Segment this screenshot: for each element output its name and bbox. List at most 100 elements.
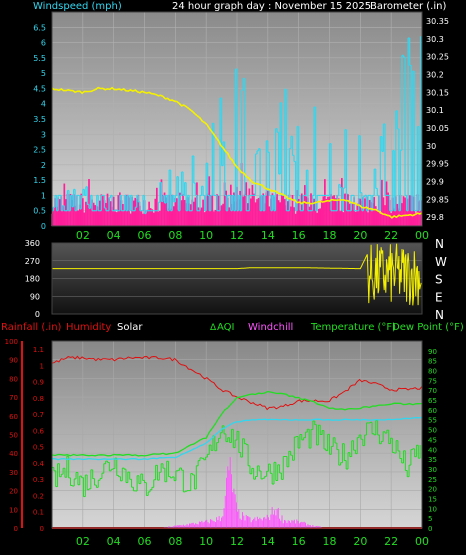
legend-rainfall: Rainfall (.in) — [1, 322, 62, 333]
direction-tick-label: 0 — [35, 310, 40, 319]
temperature-line — [51, 390, 423, 457]
temperature-tick-label: 25 — [428, 476, 437, 484]
windspeed-tick-label: 1.5 — [33, 176, 46, 185]
temperature-tick-label: 65 — [428, 397, 437, 405]
legend-windchill: Windchill — [248, 322, 293, 333]
temperature-tick-label: 80 — [428, 368, 437, 376]
rainfall-tick-label: 0.9 — [33, 379, 44, 387]
windspeed-tick-label: 2 — [41, 161, 46, 170]
rainfall-tick-label: 0.2 — [33, 492, 44, 500]
legend-aqi-icon: Δ — [210, 323, 217, 333]
windspeed-axis-title: Windspeed (mph) — [33, 1, 122, 12]
time-tick-label: 00 — [415, 535, 429, 548]
time-tick-label: 04 — [107, 229, 121, 242]
time-tick-label: 18 — [323, 535, 337, 548]
temperature-tick-label: 45 — [428, 436, 437, 444]
humidity-tick-label: 70 — [9, 394, 18, 402]
compass-label: N — [435, 308, 444, 322]
plot-border — [51, 11, 423, 227]
time-tick-label: 16 — [292, 229, 306, 242]
rainfall-tick-label: 0.6 — [33, 427, 45, 435]
barometer-line — [51, 86, 423, 219]
time-tick-label: 14 — [261, 535, 275, 548]
time-tick-label: 22 — [384, 535, 398, 548]
legend-aqi: AQI — [217, 322, 235, 333]
temperature-tick-label: 90 — [428, 348, 437, 356]
legend-solar: Solar — [117, 322, 143, 333]
windspeed-tick-label: 6 — [41, 39, 46, 48]
time-tick-label: 20 — [353, 229, 367, 242]
plot-border — [51, 242, 423, 315]
barometer-tick-label: 29.8 — [426, 213, 444, 222]
barometer-tick-label: 30.1 — [426, 106, 444, 115]
barometer-tick-label: 29.95 — [426, 160, 449, 169]
temperature-tick-label: 50 — [428, 427, 437, 435]
humidity-tick-label: 80 — [9, 375, 18, 383]
rainfall-tick-label: 0.5 — [33, 444, 44, 452]
temperature-tick-label: 55 — [428, 417, 437, 425]
windspeed-tick-label: 0.5 — [33, 207, 46, 216]
barometer-tick-label: 30.35 — [426, 17, 449, 26]
direction-tick-label: 270 — [25, 257, 40, 266]
temperature-tick-label: 15 — [428, 495, 437, 503]
windspeed-tick-label: 4.5 — [33, 84, 46, 93]
time-tick-label: 20 — [353, 535, 367, 548]
windspeed-tick-label: 5.5 — [33, 54, 46, 63]
barometer-tick-label: 30.25 — [426, 53, 449, 62]
humidity-tick-label: 60 — [9, 413, 18, 421]
humidity-tick-label: 40 — [9, 450, 18, 458]
time-tick-label: 10 — [199, 229, 213, 242]
time-tick-label: 14 — [261, 229, 275, 242]
rainfall-tick-label: 0.1 — [33, 509, 44, 517]
barometer-tick-label: 30 — [426, 142, 436, 151]
barometer-tick-label: 29.85 — [426, 195, 449, 204]
humidity-tick-label: 100 — [5, 338, 18, 346]
windspeed-tick-label: 0 — [41, 222, 46, 231]
plot-border — [51, 340, 423, 529]
legend-temperature: Temperature (°F) — [310, 322, 396, 333]
time-tick-label: 02 — [76, 535, 90, 548]
windspeed-tick-label: 1 — [41, 191, 46, 200]
rainfall-tick-label: 0.7 — [33, 411, 44, 419]
humidity-tick-label: 20 — [9, 488, 18, 496]
time-tick-label: 00 — [415, 229, 429, 242]
direction-tick-label: 90 — [30, 292, 40, 301]
humidity-tick-label: 90 — [9, 357, 18, 365]
humidity-tick-label: 0 — [14, 525, 18, 533]
time-tick-label: 12 — [230, 535, 244, 548]
windspeed-tick-label: 4 — [41, 100, 46, 109]
compass-label: N — [435, 237, 444, 251]
legend-humidity: Humidity — [66, 322, 111, 333]
temperature-tick-label: 60 — [428, 407, 437, 415]
temperature-tick-label: 75 — [428, 377, 437, 385]
rainfall-tick-label: 0.8 — [33, 395, 44, 403]
dewpoint-line — [52, 416, 423, 461]
legend-dewpoint: Dew Point (°F) — [392, 322, 464, 333]
humidity-tick-label: 10 — [9, 506, 18, 514]
rainfall-tick-label: 0.3 — [33, 476, 44, 484]
rainfall-tick-label: 0 — [40, 525, 44, 533]
barometer-tick-label: 29.9 — [426, 177, 444, 186]
compass-label: W — [435, 255, 447, 269]
temperature-tick-label: 20 — [428, 486, 437, 494]
time-tick-label: 06 — [138, 535, 152, 548]
time-tick-label: 02 — [76, 229, 90, 242]
rainfall-tick-label: 1.1 — [33, 346, 44, 354]
graph-day-title: 24 hour graph day : November 15 2025 — [172, 1, 371, 12]
temperature-tick-label: 10 — [428, 505, 437, 513]
barometer-tick-label: 30.3 — [426, 35, 444, 44]
time-tick-label: 10 — [199, 535, 213, 548]
barometer-tick-label: 30.15 — [426, 88, 449, 97]
temperature-tick-label: 40 — [428, 446, 437, 454]
temperature-tick-label: 85 — [428, 358, 437, 366]
time-tick-label: 16 — [292, 535, 306, 548]
humidity-tick-label: 50 — [9, 432, 18, 440]
humidity-tick-label: 30 — [9, 469, 18, 477]
windspeed-tick-label: 6.5 — [33, 23, 46, 32]
barometer-tick-label: 30.2 — [426, 70, 444, 79]
rainfall-tick-label: 0.4 — [33, 460, 45, 468]
time-tick-label: 08 — [168, 535, 182, 548]
time-tick-label: 08 — [168, 229, 182, 242]
time-tick-label: 06 — [138, 229, 152, 242]
direction-tick-label: 180 — [25, 275, 40, 284]
